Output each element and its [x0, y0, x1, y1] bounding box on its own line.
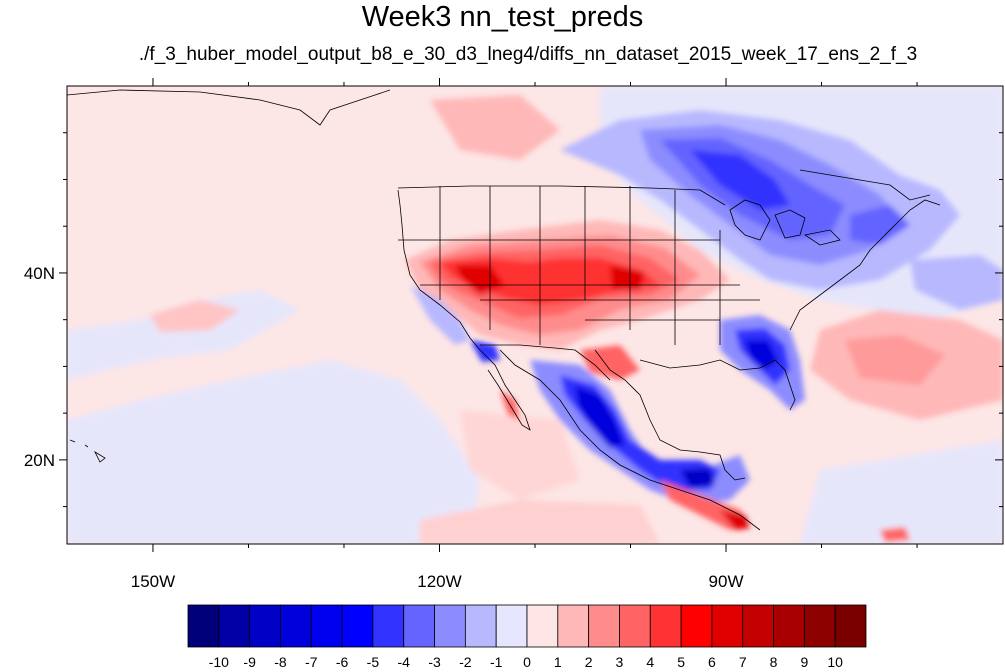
latitude-axis: 40N 20N	[24, 132, 1003, 508]
colorbar-swatch	[773, 604, 805, 648]
colorbar-swatch	[310, 604, 343, 648]
map-plot-area	[67, 86, 1003, 544]
colorbar-label: -6	[336, 654, 349, 670]
colorbar-label: -7	[305, 654, 318, 670]
colorbar-swatch	[803, 604, 836, 648]
colorbar-label: 3	[616, 654, 624, 670]
lon-tick-label: 90W	[709, 572, 744, 591]
colorbar-swatch	[218, 604, 251, 648]
colorbar-label: 9	[800, 654, 808, 670]
colorbar-label: -1	[490, 654, 503, 670]
colorbar-swatch	[495, 604, 528, 648]
coastlines-and-borders	[67, 89, 941, 531]
colorbar-swatch	[680, 604, 713, 648]
lon-tick-label: 120W	[417, 572, 461, 591]
colorbar-swatch	[557, 604, 590, 648]
lon-tick-label: 150W	[131, 572, 175, 591]
colorbar-label: 8	[770, 654, 778, 670]
colorbar-label: 5	[677, 654, 685, 670]
colorbar-swatch	[649, 604, 682, 648]
colorbar-swatch	[187, 604, 220, 648]
colorbar-swatch	[742, 604, 774, 648]
map-subtitle: ./f_3_huber_model_output_b8_e_30_d3_lneg…	[138, 44, 918, 65]
colorbar-label: -9	[243, 654, 256, 670]
colorbar-label: 7	[739, 654, 747, 670]
colorbar-label: 4	[646, 654, 654, 670]
colorbar-swatch	[834, 604, 867, 648]
colorbar-label: -10	[209, 654, 229, 670]
colorbar-swatch	[249, 604, 281, 648]
map-title: Week3 nn_test_preds	[361, 1, 644, 33]
colorbar-label: -3	[428, 654, 441, 670]
colorbar-swatch	[403, 604, 435, 648]
colorbar-swatch	[588, 604, 620, 648]
colorbar-swatch	[341, 604, 374, 648]
colorbar-label: -4	[398, 654, 411, 670]
longitude-axis: 150W 120W 90W	[131, 78, 918, 591]
colorbar-swatch	[711, 604, 744, 648]
colorbar-swatch	[372, 604, 405, 648]
anomaly-field	[67, 86, 1003, 544]
colorbar-label: -5	[367, 654, 380, 670]
lat-tick-label: 40N	[24, 264, 55, 283]
colorbar: -10 -9 -8 -7 -6 -5 -4 -3 -2 -1 0 1 2 3 4 5 6 7 8 9 10	[187, 604, 867, 670]
colorbar-label: 1	[554, 654, 562, 670]
lat-tick-label: 20N	[24, 451, 55, 470]
colorbar-swatch	[280, 604, 312, 648]
colorbar-swatch	[526, 604, 559, 648]
colorbar-label: 10	[827, 654, 843, 670]
colorbar-swatch	[619, 604, 651, 648]
colorbar-label: 0	[523, 654, 531, 670]
colorbar-swatch	[434, 604, 466, 648]
colorbar-label: 2	[585, 654, 593, 670]
colorbar-label: -2	[459, 654, 472, 670]
colorbar-label: 6	[708, 654, 716, 670]
colorbar-label: -8	[274, 654, 287, 670]
colorbar-swatch	[464, 604, 497, 648]
